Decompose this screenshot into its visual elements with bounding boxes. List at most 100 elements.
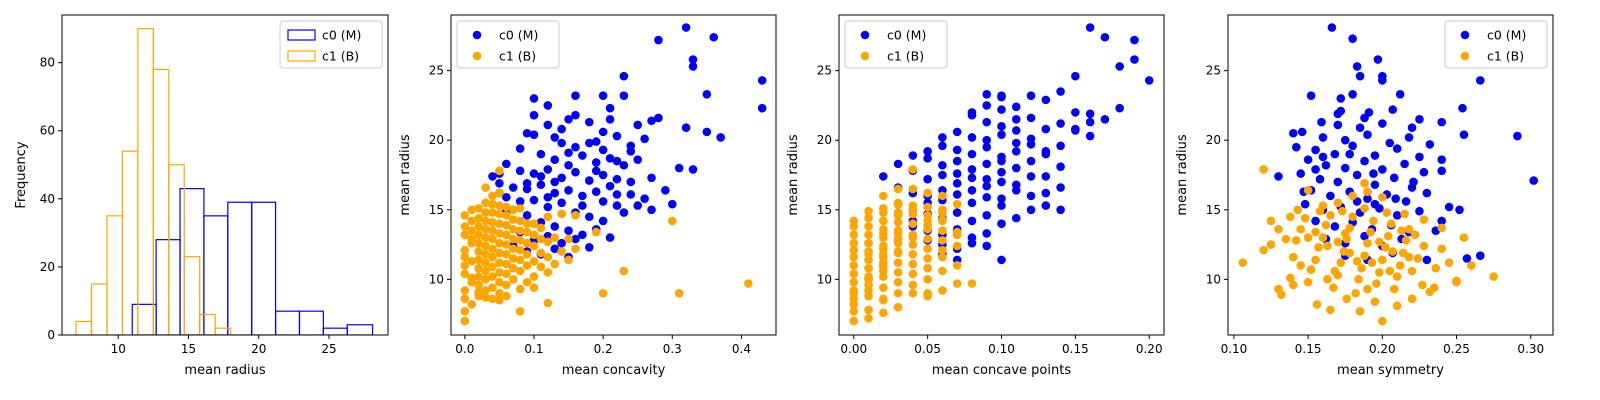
scatter-point-c0: [1315, 174, 1325, 184]
legend-marker-c1: [860, 51, 870, 61]
scatter-point-c1: [849, 261, 859, 270]
scatter-point-c1: [908, 240, 918, 249]
scatter-point-c1: [515, 204, 525, 213]
legend-label-c1: c1 (B): [887, 49, 924, 64]
scatter-point-c1: [849, 238, 859, 248]
scatter-point-c0: [982, 135, 992, 145]
scatter-point-c0: [1115, 62, 1124, 71]
scatter-point-c0: [1360, 156, 1369, 166]
scatter-point-c1: [460, 261, 470, 270]
scatter-point-c0: [702, 127, 712, 137]
scatter-point-c1: [849, 216, 859, 226]
scatter-point-c1: [864, 222, 873, 231]
scatter-point-c0: [1026, 140, 1036, 149]
scatter-point-c1: [1321, 220, 1331, 230]
x-tick-label: 10: [111, 342, 126, 356]
scatter-point-c0: [557, 198, 566, 208]
scatter-point-c1: [864, 286, 873, 295]
scatter-point-c1: [1333, 237, 1343, 247]
scatter-point-c1: [1336, 258, 1346, 267]
scatter-point-c0: [1071, 71, 1080, 81]
scatter-point-c1: [1366, 227, 1375, 237]
scatter-point-c1: [923, 275, 932, 284]
scatter-point-c0: [967, 238, 977, 248]
scatter-point-c0: [1311, 145, 1320, 155]
scatter-point-c0: [1373, 55, 1383, 64]
scatter-point-c1: [515, 216, 525, 226]
scatter-point-c1: [864, 305, 873, 315]
scatter-point-c1: [481, 224, 490, 234]
scatter-point-c1: [1363, 238, 1372, 248]
scatter-point-c0: [612, 156, 622, 166]
scatter-point-c1: [923, 234, 932, 244]
scatter-point-c1: [938, 236, 947, 245]
axes-frame: [450, 14, 777, 336]
legend-marker-c0: [1460, 30, 1470, 40]
scatter-point-c0: [709, 32, 719, 42]
scatter-point-c1: [488, 272, 497, 281]
scatter-point-c0: [1041, 201, 1051, 210]
scatter-point-c1: [488, 218, 497, 227]
scatter-point-c0: [1144, 76, 1154, 85]
y-tick-label: 20: [817, 133, 832, 147]
plot-data: [1238, 23, 1539, 326]
scatter-point-c1: [1288, 280, 1298, 290]
scatter-point-c0: [982, 241, 992, 251]
scatter-point-c1: [1382, 208, 1392, 217]
scatter-point-c1: [488, 226, 497, 235]
scatter-point-c0: [1306, 91, 1316, 100]
scatter-point-c1: [502, 230, 511, 240]
y-axis-label: mean radius: [1175, 134, 1190, 215]
scatter-point-c1: [460, 211, 470, 220]
scatter-point-c1: [495, 188, 504, 198]
scatter-point-c1: [481, 208, 490, 217]
hist-bar-c1: [90, 283, 108, 335]
scatter-point-c0: [612, 190, 622, 199]
scatter-point-c0: [1041, 172, 1051, 181]
scatter-point-c1: [967, 279, 977, 288]
scatter-point-c1: [481, 250, 490, 259]
scatter-point-c0: [647, 116, 656, 126]
scatter-point-c1: [1326, 211, 1335, 220]
scatter-point-c1: [536, 262, 546, 272]
scatter-point-c1: [908, 219, 918, 228]
hist-bar-c0: [346, 324, 374, 335]
scatter-point-c1: [1407, 294, 1417, 304]
scatter-point-c1: [893, 211, 903, 220]
scatter-point-c1: [529, 256, 539, 266]
scatter-point-c1: [467, 226, 477, 235]
scatter-point-c0: [1419, 167, 1429, 177]
scatter-point-c1: [508, 205, 518, 215]
scatter-point-c1: [1323, 241, 1332, 251]
scatter-point-c0: [1437, 117, 1446, 127]
scatter-point-c1: [1444, 258, 1454, 267]
scatter-point-c0: [1415, 152, 1424, 162]
scatter-point-c1: [1378, 316, 1387, 326]
scatter-point-c0: [923, 154, 932, 163]
scatter-point-c1: [522, 277, 532, 287]
scatter-point-c0: [952, 145, 962, 155]
scatter-point-c0: [1355, 123, 1365, 132]
scatter-point-c1: [481, 241, 490, 251]
scatter-point-c0: [1340, 135, 1350, 145]
y-tick-label: 15: [1206, 203, 1221, 217]
scatter-point-c0: [997, 156, 1006, 166]
scatter-point-c1: [864, 275, 873, 284]
scatter-point-c0: [515, 197, 525, 206]
hist-bar-c0: [298, 310, 324, 335]
scatter-point-c0: [550, 188, 560, 198]
legend-swatch-c1: [287, 50, 316, 62]
scatter-point-c0: [982, 142, 992, 152]
scatter-point-c1: [467, 256, 477, 266]
scatter-point-c1: [1312, 300, 1322, 309]
scatter-point-c0: [1318, 152, 1328, 162]
scatter-point-c0: [550, 177, 560, 187]
scatter-point-c1: [849, 269, 859, 279]
scatter-point-c1: [529, 283, 539, 292]
scatter-point-c1: [474, 213, 483, 223]
scatter-point-c1: [1383, 231, 1393, 241]
plot-data: [460, 23, 767, 326]
scatter-point-c0: [952, 156, 962, 166]
axes-frame: [61, 14, 389, 336]
scatter-point-c1: [1296, 224, 1306, 234]
